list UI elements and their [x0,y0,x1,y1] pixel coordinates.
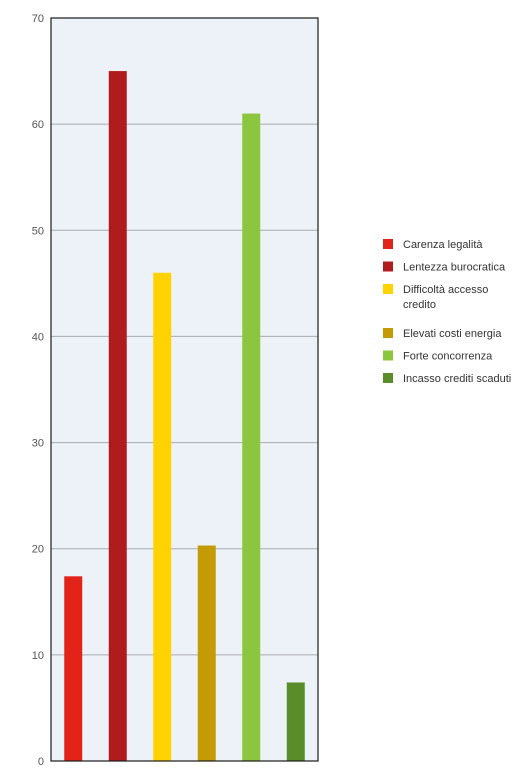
legend-swatch [383,284,393,294]
bar [64,576,83,761]
y-tick-label: 10 [32,650,44,662]
y-tick-label: 20 [32,544,44,556]
legend-item: Lentezza burocratica [383,261,506,274]
legend-swatch [383,373,393,383]
bar [153,272,172,761]
legend-label: Incasso crediti scaduti [403,373,511,385]
y-tick-label: 50 [32,225,44,237]
y-tick-label: 0 [38,756,44,765]
legend-label: credito [403,299,436,311]
legend-item: Forte concorrenza [383,350,493,363]
y-tick-label: 60 [32,119,44,131]
y-tick-label: 40 [32,331,44,343]
legend-swatch [383,261,393,272]
legend-item: Carenza legalità [383,239,483,251]
legend-label: Carenza legalità [403,239,483,251]
legend-label: Difficoltà accesso [403,284,488,296]
bar [242,113,261,762]
bar [108,71,127,762]
plot-background [51,18,318,761]
bar [197,545,216,761]
legend-label: Elevati costi energia [403,328,502,340]
y-tick-label: 70 [32,13,44,25]
plot-area: 0 10 20 30 40 50 60 70 [32,13,319,768]
y-tick-label: 30 [32,438,44,450]
legend-item: Incasso crediti scaduti [383,373,511,385]
legend-item: Elevati costi energia [383,328,502,340]
legend-label: Forte concorrenza [403,351,493,363]
legend-label: Lentezza burocratica [403,262,506,274]
legend-swatch [383,350,393,361]
bar [286,682,305,761]
plot-border [50,17,319,762]
legend-item: Difficoltà accesso credito [383,284,488,311]
legend-swatch [383,328,393,338]
legend-swatch [383,239,393,249]
legend: Carenza legalità Lentezza burocratica Diff… [383,239,511,385]
